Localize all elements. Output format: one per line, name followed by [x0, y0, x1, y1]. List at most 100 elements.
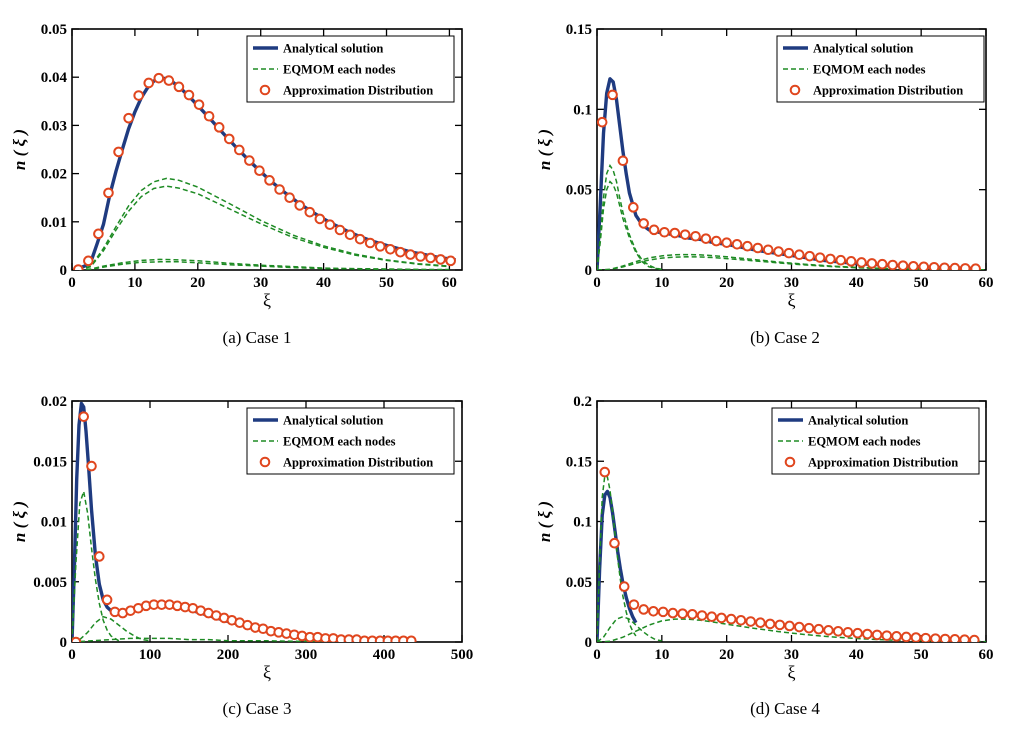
approx-point: [725, 613, 737, 625]
x-tick-label: 200: [217, 647, 240, 663]
approx-point: [284, 192, 295, 203]
chart-panel-2: 0 10 20 30 40 50 60 0 0.05 0.1 0.15 ξ n ( ξ ) Analyti…: [535, 22, 994, 347]
approx-point: [804, 250, 815, 262]
series-eqmom-node-2: [597, 180, 662, 270]
approx-point: [203, 110, 215, 122]
legend-entry: EQMOM each nodes: [808, 435, 921, 449]
x-axis-title: ξ: [263, 662, 271, 682]
y-tick-label: 0.15: [566, 454, 592, 470]
approx-point: [113, 146, 124, 158]
series-analytical-line: [77, 76, 456, 270]
legend-box: [246, 35, 455, 103]
panel-caption: (a) Case 1: [223, 328, 292, 347]
approx-point: [143, 77, 155, 89]
approx-point: [163, 75, 175, 86]
x-tick-label: 50: [914, 275, 929, 291]
legend-entry: EQMOM each nodes: [813, 63, 926, 77]
x-tick-label: 30: [784, 275, 799, 291]
approx-point: [969, 634, 980, 642]
legend: Analytical solution EQMOM each nodes Appro…: [246, 35, 455, 103]
legend: Analytical solution EQMOM each nodes Appro…: [776, 35, 985, 103]
legend-entry: Approximation Distribution: [283, 84, 433, 98]
panel-caption: (b) Case 2: [750, 328, 820, 347]
approx-point: [793, 621, 805, 633]
panel-caption: (c) Case 3: [223, 699, 292, 718]
approx-point: [405, 249, 416, 260]
approx-point: [845, 256, 857, 267]
approx-point: [101, 594, 113, 606]
series-eqmom-node-2: [597, 615, 662, 642]
x-tick-label: 30: [784, 647, 799, 663]
approx-point: [887, 259, 898, 270]
approx-point: [762, 244, 774, 256]
approx-point: [823, 625, 834, 636]
x-tick-label: 10: [654, 275, 669, 291]
approx-point: [783, 247, 795, 259]
x-tick-label: 100: [139, 647, 162, 663]
approx-point: [173, 81, 185, 93]
approx-point: [72, 264, 84, 270]
x-tick-label: 60: [442, 275, 457, 291]
approx-point: [700, 233, 712, 244]
legend: Analytical solution EQMOM each nodes Appro…: [771, 407, 980, 475]
legend-entry: Analytical solution: [813, 42, 913, 56]
approx-point: [910, 632, 922, 642]
approx-point: [706, 611, 718, 622]
approx-point: [86, 460, 97, 472]
approx-point: [949, 634, 961, 642]
y-tick-label: 0.15: [566, 22, 592, 38]
y-tick-label: 0.05: [41, 22, 67, 38]
approx-point: [123, 112, 134, 124]
x-tick-label: 0: [593, 647, 601, 663]
approx-point: [609, 537, 620, 549]
approx-point: [304, 206, 316, 218]
approx-point: [842, 626, 854, 638]
approx-point: [659, 226, 670, 238]
approx-point: [679, 229, 691, 240]
legend-entry: Approximation Distribution: [283, 456, 433, 470]
approx-point: [445, 255, 456, 267]
approx-point: [764, 618, 776, 630]
approx-point: [384, 243, 396, 255]
approx-point: [881, 630, 893, 641]
x-tick-label: 20: [719, 647, 734, 663]
y-axis-title: n ( ξ ): [535, 501, 554, 542]
approx-point: [871, 629, 883, 641]
legend: Analytical solution EQMOM each nodes Appro…: [246, 407, 455, 475]
series-eqmom-node-1: [597, 164, 662, 270]
approx-point: [721, 237, 732, 248]
approx-point: [133, 90, 144, 101]
approx-point: [667, 607, 679, 619]
plot-area: [72, 72, 456, 270]
approx-point: [742, 240, 753, 252]
approx-point: [314, 213, 326, 225]
y-tick-label: 0.02: [41, 167, 67, 183]
y-axis-title: n ( ξ ): [10, 129, 29, 170]
y-tick-label: 0.1: [573, 515, 592, 531]
approx-point: [825, 253, 836, 265]
approx-point: [103, 187, 114, 199]
x-tick-label: 0: [593, 275, 601, 291]
series-eqmom-node-1: [72, 491, 120, 642]
x-tick-label: 50: [379, 275, 394, 291]
legend-entry: EQMOM each nodes: [283, 435, 396, 449]
legend-entry: Analytical solution: [283, 414, 383, 428]
y-tick-label: 0.04: [41, 70, 68, 86]
legend-box: [776, 35, 985, 103]
approx-point: [784, 620, 795, 632]
x-axis-title: ξ: [787, 662, 795, 682]
approx-point: [710, 235, 722, 247]
approx-point: [254, 165, 265, 177]
approx-point: [213, 122, 225, 133]
approx-point: [696, 610, 708, 621]
y-axis-title: n ( ξ ): [10, 501, 29, 542]
y-tick-label: 0: [585, 263, 593, 279]
approx-point: [970, 263, 981, 270]
series-eqmom-node-1: [597, 474, 637, 642]
approx-point: [900, 631, 912, 642]
x-tick-label: 300: [295, 647, 318, 663]
approx-point: [832, 625, 844, 637]
x-tick-label: 60: [979, 275, 994, 291]
approx-point: [374, 241, 386, 252]
approx-point: [920, 632, 932, 642]
